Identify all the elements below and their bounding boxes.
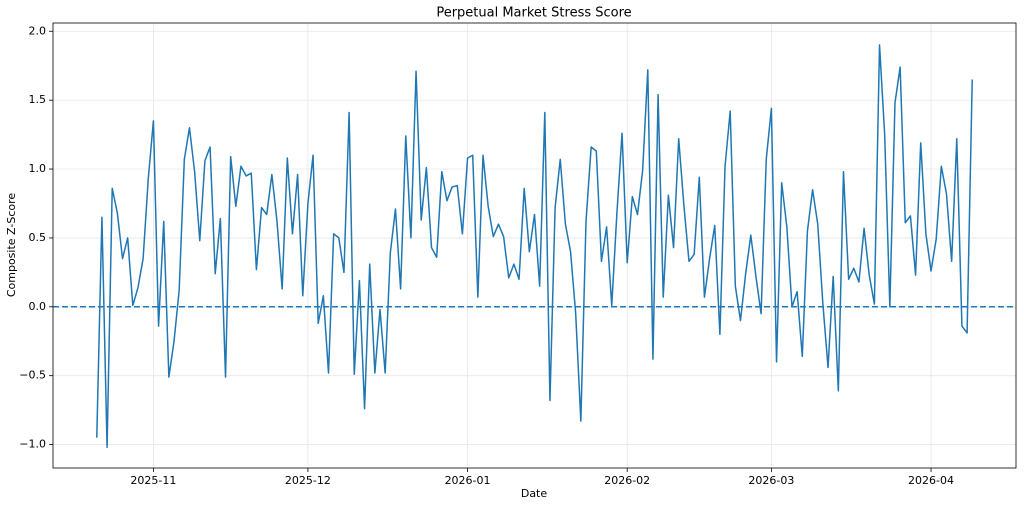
x-axis-label: Date (521, 487, 548, 500)
y-tick-label: 2.0 (29, 24, 47, 37)
x-tick-label: 2026-04 (908, 474, 954, 487)
y-tick-label: 1.0 (29, 162, 47, 175)
y-tick-label: 1.5 (29, 93, 47, 106)
y-tick-label: −0.5 (19, 369, 46, 382)
y-axis-label: Composite Z-Score (5, 193, 18, 298)
plot-frame (52, 22, 1017, 469)
data-line (96, 44, 973, 449)
y-tick-label: −1.0 (19, 438, 46, 451)
chart-title: Perpetual Market Stress Score (436, 6, 631, 21)
y-tick-label: 0.0 (29, 300, 47, 313)
x-tick-label: 2026-02 (604, 474, 650, 487)
y-tick-label: 0.5 (29, 231, 47, 244)
x-tick-label: 2025-12 (285, 474, 331, 487)
x-tick-label: 2025-11 (130, 474, 176, 487)
x-tick-label: 2026-03 (748, 474, 794, 487)
x-tick-label: 2026-01 (445, 474, 491, 487)
